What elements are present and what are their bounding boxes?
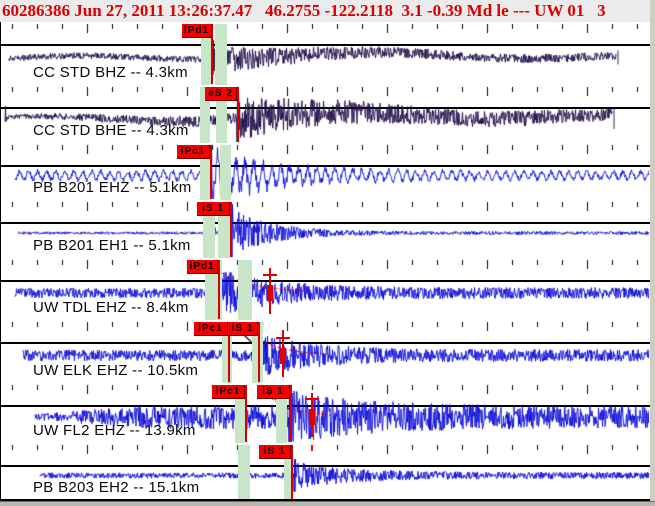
coda-duration-marker[interactable] (305, 393, 319, 437)
trace-panel-uw-tdl-ehz[interactable] (1, 280, 651, 342)
coda-top-tick (305, 398, 319, 400)
coda-duration-marker[interactable] (276, 330, 290, 377)
trace-panel-pb-b201-eh1[interactable] (1, 222, 651, 280)
coda-top-tick (276, 336, 290, 339)
trace-panel-uw-elk-ehz[interactable] (1, 342, 651, 405)
coda-handle (309, 409, 315, 425)
trace-panel-cc-std-bhz[interactable] (1, 44, 651, 107)
panel-divider (0, 499, 650, 501)
trace-panel-uw-fl2-ehz[interactable] (1, 405, 651, 465)
window-edge-bottom (0, 501, 655, 506)
coda-handle (280, 347, 286, 364)
coda-top-tick (263, 274, 277, 276)
trace-panel-pb-b201-ehz[interactable] (1, 165, 651, 222)
trace-panel-cc-std-bhe[interactable] (1, 107, 651, 165)
coda-handle (267, 285, 273, 301)
trace-area (0, 22, 651, 501)
window-edge-right (650, 0, 655, 506)
coda-duration-marker[interactable] (263, 268, 277, 314)
event-summary-header: 60286386 Jun 27, 2011 13:26:37.47 46.275… (0, 0, 655, 22)
